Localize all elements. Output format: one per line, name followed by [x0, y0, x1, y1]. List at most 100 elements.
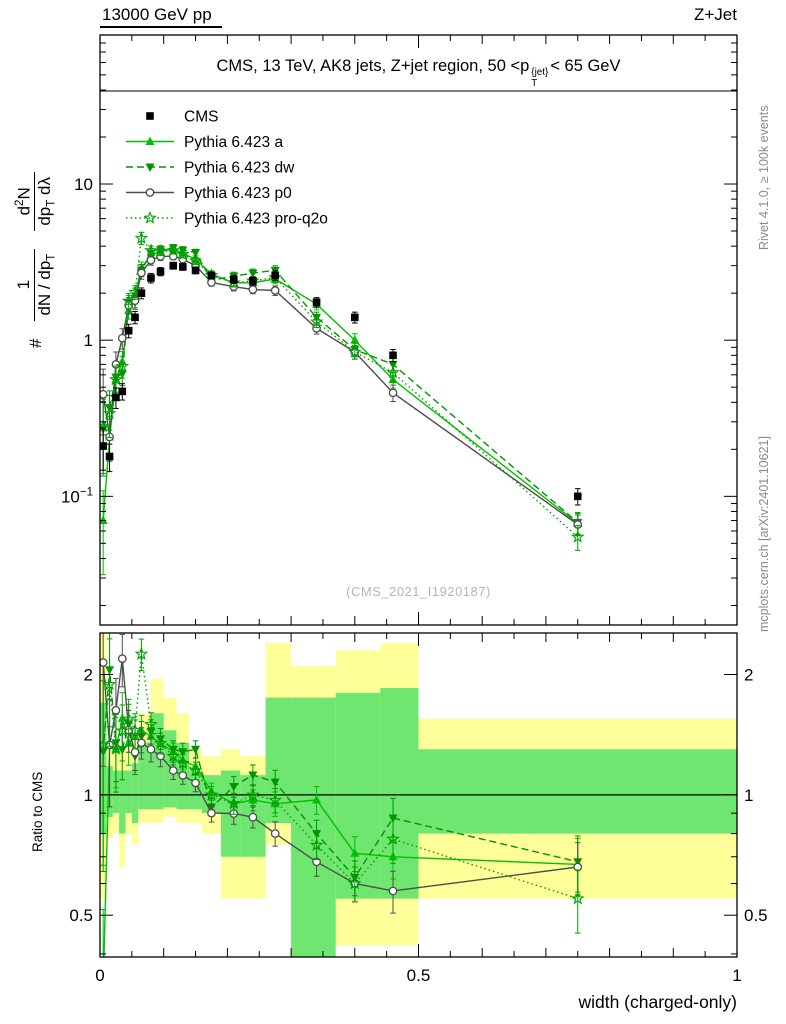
- rivet-version-label: Rivet 4.1.0, ≥ 100k events: [757, 105, 771, 250]
- marker-star: [309, 314, 324, 328]
- ratio-y-tick-label-right: 2: [744, 665, 753, 684]
- x-tick-label: 1: [732, 966, 741, 985]
- marker-circle: [145, 188, 155, 197]
- legend-label: Pythia 6.423 dw: [184, 160, 295, 177]
- pt-jet-supsub: {jet} T: [531, 68, 548, 89]
- title-superscript: {jet}: [531, 67, 549, 79]
- ylabel-hash: #: [26, 338, 46, 348]
- plot-title-text: CMS, 13 TeV, AK8 jets, Z+jet region, 50 …: [216, 57, 530, 75]
- marker-square: [105, 452, 114, 461]
- marker-star: [309, 837, 324, 852]
- marker-circle: [130, 747, 140, 757]
- marker-star: [268, 793, 283, 807]
- marker-circle: [137, 268, 146, 278]
- marker-triangle-down: [178, 748, 188, 757]
- marker-square: [131, 313, 139, 322]
- marker-triangle-down: [270, 778, 280, 787]
- series-line-pythia-dw: [102, 247, 579, 524]
- plot-title-suffix: < 65 GeV: [550, 57, 621, 75]
- ratio-panel-content: [100, 633, 737, 957]
- marker-square: [351, 313, 359, 322]
- marker-triangle-down: [248, 771, 258, 781]
- marker-star: [347, 876, 362, 890]
- legend-label: Pythia 6.423 a: [184, 134, 283, 151]
- marker-star: [102, 677, 117, 691]
- marker-circle: [117, 654, 127, 663]
- marker-square: [249, 277, 257, 285]
- marker-star: [102, 406, 117, 420]
- marker-star: [175, 755, 190, 769]
- x-tick-label: 0: [95, 966, 104, 985]
- ratio-line-pythia-dw: [102, 669, 578, 879]
- marker-star: [246, 787, 260, 801]
- marker-triangle-up: [312, 794, 322, 804]
- marker-circle: [100, 658, 108, 667]
- series-line-pythia-pro-q2o: [102, 236, 579, 538]
- legend-item-pythia-dw: Pythia 6.423 dw: [126, 160, 295, 177]
- marker-star: [153, 244, 168, 258]
- marker-star: [134, 230, 149, 244]
- uncertainty-band-stat: [125, 770, 132, 814]
- marker-star: [570, 529, 585, 543]
- ratio-y-tick-label-left: 2: [84, 665, 93, 684]
- marker-circle: [146, 744, 156, 754]
- marker-star: [144, 243, 158, 257]
- marker-star: [109, 741, 123, 755]
- legend-label: CMS: [184, 109, 218, 126]
- marker-triangle-up: [350, 848, 360, 857]
- marker-star: [347, 344, 362, 358]
- marker-circle: [100, 389, 108, 399]
- marker-square: [147, 274, 155, 282]
- marker-star: [188, 763, 203, 777]
- x-axis-label: width (charged-only): [578, 992, 737, 1012]
- marker-square: [389, 351, 397, 360]
- marker-star: [226, 796, 241, 810]
- main-y-tick-label: 10: [74, 175, 93, 194]
- marker-star: [153, 736, 168, 750]
- marker-star: [386, 365, 400, 379]
- main-panel-series: [100, 230, 585, 576]
- marker-square: [312, 298, 321, 307]
- marker-triangle-up: [350, 335, 360, 344]
- marker-triangle-down: [191, 745, 201, 755]
- uncertainty-band-stat: [380, 688, 419, 899]
- ratio-line-pythia-a: [103, 718, 578, 957]
- legend-item-cms: CMS: [146, 109, 218, 126]
- marker-square: [100, 442, 107, 450]
- legend-item-pythia-pro-q2o: Pythia 6.423 pro-q2o: [126, 211, 328, 228]
- marker-circle: [248, 812, 258, 822]
- legend-item-pythia-p0: Pythia 6.423 p0: [126, 185, 292, 202]
- marker-square: [229, 275, 238, 284]
- ratio-y-tick-label-right: 1: [744, 786, 753, 805]
- watermark: (CMS_2021_I1920187): [346, 584, 491, 599]
- process-label: Z+Jet: [694, 5, 737, 24]
- ylabel-fraction-2: d2N dpT dλ: [14, 171, 59, 231]
- marker-circle: [168, 766, 178, 775]
- marker-star: [386, 831, 400, 845]
- marker-star: [226, 275, 241, 289]
- marker-triangle-up: [145, 136, 155, 145]
- uncertainty-band-stat: [131, 763, 139, 824]
- marker-star: [115, 723, 130, 737]
- ratio-line-pythia-p0: [102, 658, 578, 892]
- x-tick-label: 0.5: [407, 966, 431, 985]
- ratio-y-tick-label-right: 0.5: [744, 906, 768, 925]
- marker-star: [134, 646, 149, 660]
- main-y-tick-label: 10−1: [61, 486, 93, 506]
- marker-square: [169, 261, 178, 270]
- marker-circle: [191, 778, 200, 788]
- ratio-y-tick-label-left: 0.5: [69, 906, 93, 925]
- marker-triangle-up: [100, 515, 108, 525]
- marker-triangle-down: [100, 747, 108, 757]
- marker-star: [143, 210, 157, 224]
- marker-star: [115, 359, 130, 373]
- marker-circle: [388, 388, 398, 398]
- marker-circle: [117, 333, 127, 343]
- main-y-tick-label: 1: [84, 331, 93, 350]
- marker-square: [118, 387, 127, 396]
- marker-square: [156, 267, 165, 276]
- marker-square: [271, 271, 279, 280]
- marker-circle: [388, 886, 398, 896]
